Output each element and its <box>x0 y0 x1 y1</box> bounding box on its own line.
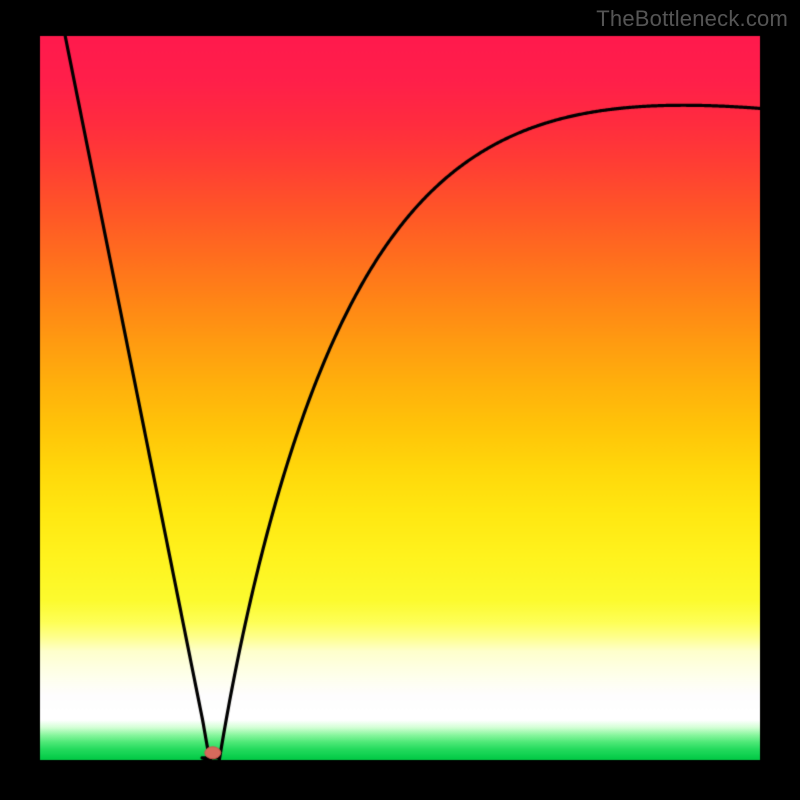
chart-root: { "watermark": "TheBottleneck.com", "can… <box>0 0 800 800</box>
watermark-label: TheBottleneck.com <box>596 6 788 32</box>
bottleneck-chart-canvas <box>0 0 800 800</box>
